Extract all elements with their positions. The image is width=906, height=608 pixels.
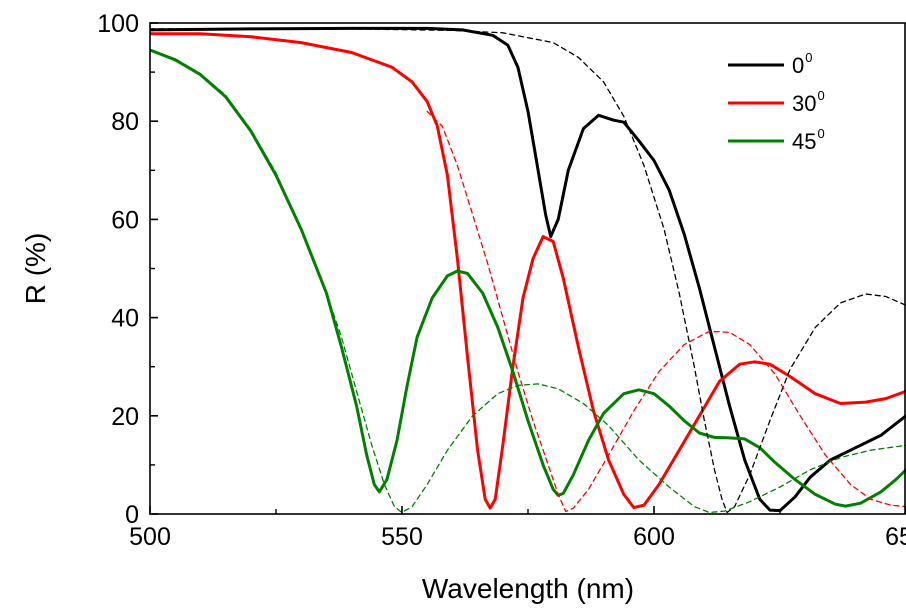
x-tick-label: 550: [381, 523, 423, 551]
series-line-5: [150, 49, 906, 514]
series-line-2: [150, 48, 906, 508]
legend-label: 0: [792, 53, 804, 78]
ticks-layer: [149, 22, 906, 515]
series-line-1: [150, 32, 906, 510]
series-line-0: [150, 26, 906, 513]
series-layer: [150, 26, 906, 514]
legend-label: 30: [792, 91, 816, 116]
y-tick-label: 100: [97, 10, 139, 38]
y-tick-label: 20: [111, 403, 139, 431]
y-axis-title: R (%): [20, 233, 51, 305]
y-tick-label: 80: [111, 108, 139, 136]
x-tick-label: 650: [885, 523, 906, 551]
x-tick-label: 600: [633, 523, 675, 551]
legend: 0 030 045 0: [728, 50, 825, 154]
y-tick-label: 40: [111, 305, 139, 333]
legend-label-superscript: 0: [817, 126, 824, 141]
x-axis-title: Wavelength (nm): [422, 573, 634, 604]
tick-labels: 500 550 600 650 0 20 40 60 80 100: [97, 10, 906, 551]
y-tick-label: 0: [125, 501, 139, 529]
series-line-3: [150, 28, 906, 514]
legend-label: 45: [792, 129, 816, 154]
series-line-4: [426, 110, 906, 513]
y-tick-label: 60: [111, 206, 139, 234]
x-tick-label: 500: [129, 523, 171, 551]
legend-label-superscript: 0: [805, 50, 812, 65]
legend-label-superscript: 0: [817, 88, 824, 103]
